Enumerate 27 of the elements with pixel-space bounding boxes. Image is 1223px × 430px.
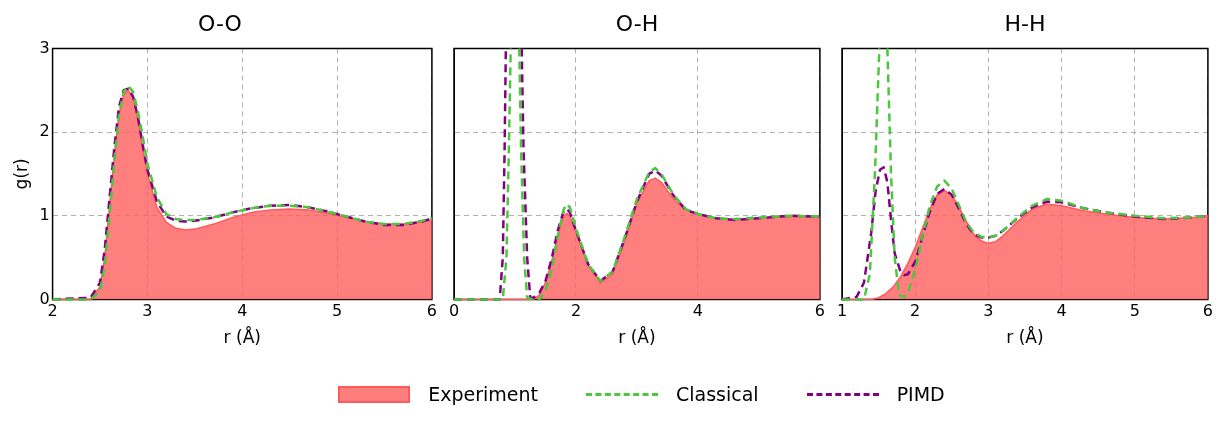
x-axis-title: r (Å) xyxy=(223,326,261,348)
x-tick-label: 3 xyxy=(142,301,153,321)
x-tick-label: 6 xyxy=(426,301,437,321)
x-tick-label: 4 xyxy=(237,301,248,321)
x-tick-label: 5 xyxy=(1129,301,1140,321)
x-axis-title: r (Å) xyxy=(618,326,656,348)
chart-title: O-H xyxy=(615,10,659,36)
x-tick-label: 6 xyxy=(814,301,825,321)
y-tick-label: 2 xyxy=(39,121,50,141)
x-tick-label: 2 xyxy=(570,301,582,321)
legend-label: Classical xyxy=(676,383,759,405)
x-tick-label: 1 xyxy=(836,301,848,321)
y-tick-label: 3 xyxy=(39,37,50,57)
x-axis-title: r (Å) xyxy=(1006,326,1044,348)
legend-label: PIMD xyxy=(896,383,945,405)
x-tick-label: 6 xyxy=(1202,301,1213,321)
legend-label: Experiment xyxy=(428,383,539,405)
x-tick-label: 2 xyxy=(910,301,921,321)
y-axis-title: g(r) xyxy=(10,158,31,190)
chart-title: O-O xyxy=(198,10,242,36)
y-tick-label: 1 xyxy=(39,204,50,224)
x-tick-label: 3 xyxy=(983,301,994,321)
chart-title: H-H xyxy=(1004,10,1046,36)
x-tick-label: 5 xyxy=(331,301,343,321)
x-tick-label: 0 xyxy=(448,301,460,321)
x-tick-label: 4 xyxy=(1056,301,1067,321)
x-tick-label: 4 xyxy=(692,301,704,321)
